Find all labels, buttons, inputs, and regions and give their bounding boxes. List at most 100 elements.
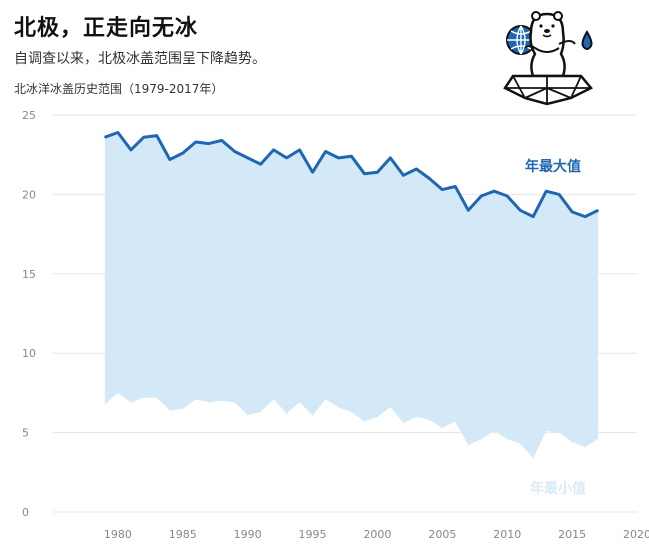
point-max [181, 152, 184, 154]
page-subtitle: 自调查以来，北极冰盖范围呈下降趋势。 [14, 51, 266, 67]
point-max [169, 158, 171, 161]
point-min [584, 446, 586, 448]
point-max [156, 134, 158, 137]
point-min [415, 416, 417, 418]
tick-labels: 0 5 10 15 20 25 1980 1985 1990 1995 2000 2005 2010 20… [22, 109, 649, 541]
point-min [117, 392, 119, 394]
point-max [220, 139, 223, 142]
x-tick-label: 2005 [428, 528, 456, 541]
point-min [286, 412, 288, 415]
point-max [597, 209, 599, 212]
point-min [493, 430, 495, 432]
point-min [130, 401, 132, 404]
y-tick-label: 20 [22, 188, 36, 201]
x-tick-label: 2015 [558, 528, 586, 541]
point-max [389, 157, 392, 159]
point-min [247, 414, 249, 416]
point-max [454, 185, 457, 188]
point-min [532, 457, 534, 459]
point-max [311, 171, 314, 173]
line-layer [104, 131, 599, 219]
point-max [143, 136, 145, 139]
point-max [441, 188, 444, 191]
point-min [337, 406, 340, 408]
page-title: 北极，正走向无冰 [14, 16, 199, 41]
point-max [104, 136, 106, 139]
x-tick-label: 2010 [493, 528, 521, 541]
x-tick-label: 2020 [623, 528, 649, 541]
point-max [467, 209, 470, 212]
point-max [117, 131, 119, 134]
area-layer [104, 132, 599, 459]
point-min [545, 430, 547, 432]
point-max [130, 149, 132, 151]
point-min [156, 397, 158, 399]
x-tick-label: 2000 [363, 528, 391, 541]
point-max [571, 211, 573, 213]
point-min [506, 438, 508, 440]
point-min [324, 398, 327, 400]
y-tick-label: 0 [22, 506, 29, 519]
point-max [428, 177, 431, 180]
point-max [532, 215, 534, 218]
point-min [402, 422, 404, 424]
point-min [454, 420, 456, 423]
point-min [480, 438, 482, 440]
point-max [363, 172, 366, 175]
point-max [207, 142, 210, 145]
series-label-min: 年最小值 [530, 480, 586, 497]
chart-title: 北冰洋冰盖历史范围（1979-2017年） [14, 82, 224, 96]
y-tick-label: 10 [22, 347, 36, 360]
point-min [558, 432, 560, 434]
point-min [208, 401, 210, 404]
point-min [260, 411, 262, 413]
point-max [194, 141, 197, 143]
point-min [467, 444, 469, 446]
point-min [169, 409, 171, 411]
point-min [350, 411, 353, 413]
point-max [506, 195, 509, 197]
ice-extent-band [104, 132, 599, 458]
y-tick-label: 5 [22, 427, 29, 440]
x-tick-label: 1995 [299, 528, 327, 541]
point-max [337, 157, 340, 159]
point-min [428, 419, 430, 421]
point-min [104, 403, 106, 405]
point-max [558, 193, 560, 196]
point-min [298, 401, 301, 404]
point-max [415, 168, 418, 170]
x-tick-label: 1985 [169, 528, 197, 541]
point-max [259, 163, 262, 166]
point-max [584, 215, 586, 218]
point-min [441, 427, 443, 429]
point-min [143, 397, 145, 399]
point-max [233, 150, 236, 153]
point-min [195, 398, 197, 400]
point-max [298, 149, 301, 151]
point-max [285, 157, 288, 159]
y-tick-label: 15 [22, 268, 36, 281]
polar-bear-on-ice-icon [503, 11, 593, 106]
point-min [311, 414, 314, 416]
point-min [597, 438, 599, 440]
point-max [493, 190, 496, 193]
point-min [234, 401, 236, 404]
point-min [363, 420, 366, 423]
x-tick-label: 1980 [104, 528, 132, 541]
point-max [350, 155, 353, 158]
point-max [324, 150, 327, 153]
point-min [571, 441, 573, 443]
point-min [221, 400, 223, 402]
point-min [273, 398, 275, 400]
point-max [246, 157, 249, 159]
y-tick-label: 25 [22, 109, 36, 122]
point-max [519, 209, 521, 212]
point-max [545, 190, 547, 193]
series-label-max: 年最大值 [525, 158, 581, 175]
point-min [389, 406, 392, 408]
point-min [376, 416, 379, 418]
point-max [272, 149, 275, 151]
x-tick-label: 1990 [234, 528, 262, 541]
point-max [480, 195, 483, 197]
